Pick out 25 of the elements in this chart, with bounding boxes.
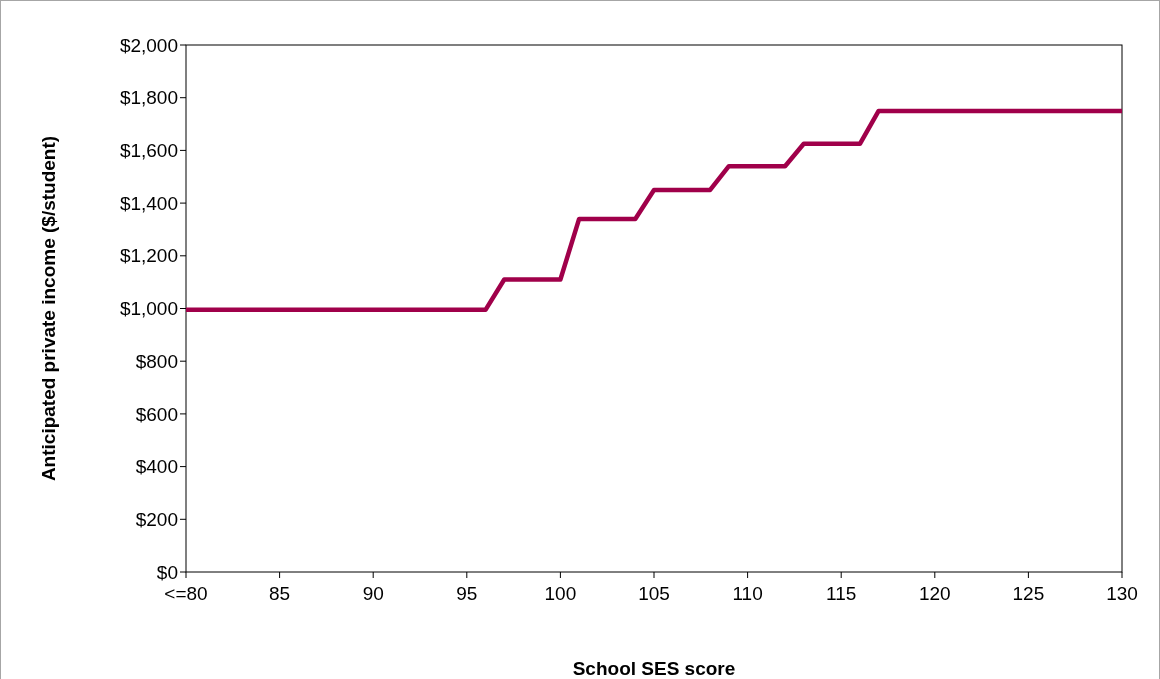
- x-tick-label: 85: [269, 583, 291, 604]
- line-series: [183, 108, 1125, 313]
- x-tick-label: 115: [826, 583, 857, 604]
- y-tick-label: $1,000: [119, 298, 178, 320]
- x-tick-label: 110: [732, 583, 763, 604]
- x-tick-label: <=80: [164, 583, 208, 604]
- y-tick-label: $600: [135, 403, 178, 425]
- x-tick-label: 100: [544, 583, 577, 604]
- y-axis-title: Anticipated private income ($/student): [38, 135, 59, 482]
- x-tick-label: 105: [638, 583, 670, 604]
- y-tick-label: $0: [156, 561, 178, 583]
- y-tick-label: $1,200: [119, 245, 178, 267]
- y-tick-label: $1,800: [119, 87, 178, 109]
- y-tick-label: $1,600: [119, 140, 178, 162]
- x-tick-label: 125: [1012, 583, 1045, 604]
- y-tick-label: $200: [135, 508, 178, 530]
- y-tick-label: $2,000: [119, 34, 178, 56]
- x-tick-label: 95: [456, 583, 478, 604]
- y-tick-label: $1,400: [119, 192, 178, 214]
- y-tick-label: $400: [135, 456, 178, 478]
- x-tick-label: 90: [362, 583, 384, 604]
- x-tick-label: 120: [918, 583, 951, 604]
- x-tick-label: 130: [1106, 583, 1138, 604]
- y-tick-label: $800: [135, 350, 178, 372]
- x-axis-title: School SES score: [572, 658, 736, 679]
